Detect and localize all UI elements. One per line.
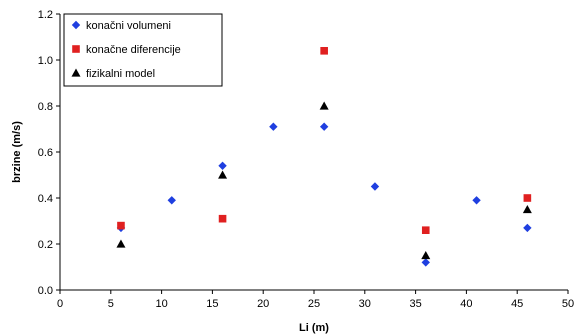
data-point [421, 226, 430, 234]
y-tick-label: 0.4 [38, 193, 53, 205]
x-tick-label: 40 [460, 298, 472, 310]
data-point [522, 205, 532, 214]
x-ticks: 0 5 10 15 20 25 30 35 40 45 50 [57, 290, 574, 310]
data-point [167, 196, 176, 205]
legend-label: konačni volumeni [86, 20, 171, 32]
data-point [320, 47, 328, 55]
y-tick-label: 1.2 [38, 9, 53, 21]
legend-label: konačne diferencije [86, 44, 181, 56]
series-diamond [116, 122, 532, 267]
data-point [472, 196, 481, 205]
y-tick-label: 0.6 [38, 147, 53, 159]
data-point [116, 239, 126, 248]
data-point [523, 194, 532, 202]
x-tick-label: 30 [359, 298, 371, 310]
y-tick-label: 0.8 [38, 101, 53, 113]
x-tick-label: 25 [308, 298, 320, 310]
data-marks [116, 47, 532, 267]
y-axis-title: brzine (m/s) [11, 121, 23, 183]
y-tick-label: 0.0 [38, 285, 53, 297]
x-tick-label: 20 [257, 298, 269, 310]
legend: konačni volumeni konačne diferencije fizik… [63, 13, 223, 87]
data-point [218, 170, 228, 179]
legend-marker [71, 68, 81, 77]
x-tick-label: 10 [155, 298, 167, 310]
y-tick-label: 1.0 [38, 55, 53, 67]
data-point [319, 101, 329, 110]
x-tick-label: 0 [57, 298, 63, 310]
series-square [117, 47, 532, 234]
data-point [421, 258, 430, 267]
x-tick-label: 50 [562, 298, 574, 310]
y-ticks: 0.0 0.2 0.4 0.6 0.8 1.0 1.2 [38, 9, 60, 297]
legend-box [63, 13, 223, 87]
data-point [370, 182, 380, 191]
x-tick-label: 45 [511, 298, 523, 310]
data-point [218, 161, 227, 170]
x-tick-label: 35 [409, 298, 421, 310]
series-triangle [116, 101, 532, 260]
legend-marker [72, 45, 80, 53]
data-point [117, 221, 125, 230]
data-point [523, 223, 532, 233]
legend-label: fizikalni model [86, 68, 155, 80]
legend-marker [71, 20, 81, 30]
x-tick-label: 5 [108, 298, 114, 310]
x-axis-title: Li (m) [299, 322, 329, 334]
data-point [218, 214, 227, 223]
x-tick-label: 15 [206, 298, 218, 310]
data-point [269, 122, 278, 131]
y-tick-label: 0.2 [38, 239, 53, 251]
data-point [421, 251, 431, 260]
data-point [319, 122, 329, 131]
